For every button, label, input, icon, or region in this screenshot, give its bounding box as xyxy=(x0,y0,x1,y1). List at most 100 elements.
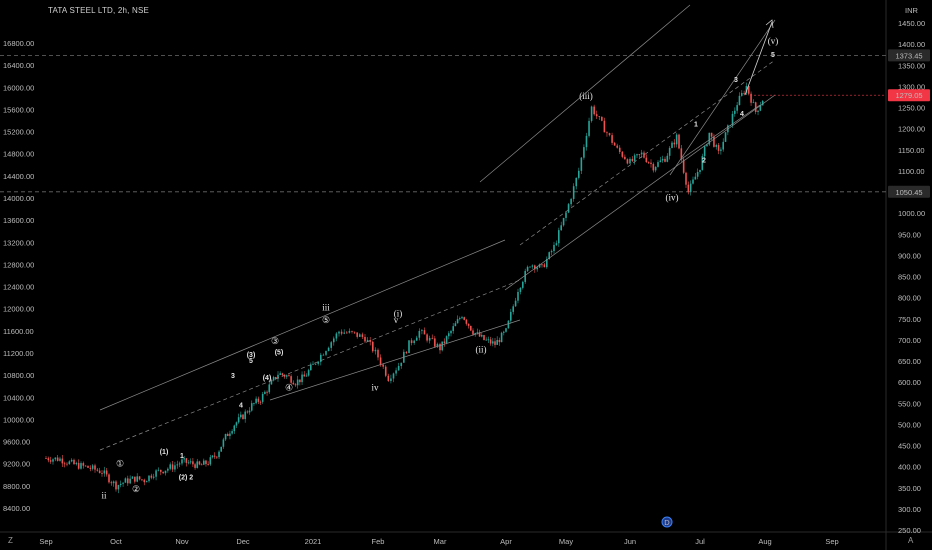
right-axis-label: 1150.00 xyxy=(898,146,925,155)
candle-down xyxy=(543,264,546,268)
candle-up xyxy=(52,459,54,462)
price-badge xyxy=(888,49,930,62)
candle-up xyxy=(296,379,299,386)
candle-down xyxy=(283,375,286,377)
candle-down xyxy=(687,184,690,193)
wave-label: 4 xyxy=(740,111,744,118)
candle-up xyxy=(317,361,319,364)
candle-up xyxy=(264,391,266,395)
right-axis-label: 1250.00 xyxy=(898,104,925,113)
wave-label: 5 xyxy=(771,52,775,59)
candle-down xyxy=(685,172,687,185)
left-axis-label: 16800.00 xyxy=(3,39,34,48)
candle-down xyxy=(134,476,136,482)
left-axis-label: 12400.00 xyxy=(3,283,34,292)
candle-up xyxy=(734,110,736,114)
left-axis-label: 11200.00 xyxy=(3,349,34,358)
candle-down xyxy=(673,142,676,145)
candle-up xyxy=(531,265,534,267)
candle-up xyxy=(706,144,708,147)
time-axis-label: Apr xyxy=(500,537,512,546)
left-axis-label: 8800.00 xyxy=(3,482,30,491)
left-axis-label: 11600.00 xyxy=(3,327,34,336)
candle-up xyxy=(738,95,741,106)
candle-down xyxy=(498,340,501,343)
time-axis-label: 2021 xyxy=(305,537,322,546)
candle-down xyxy=(171,464,174,470)
candle-up xyxy=(181,459,183,464)
candle-up xyxy=(209,457,212,465)
candle-down xyxy=(713,136,715,147)
candle-down xyxy=(613,142,616,146)
candle-up xyxy=(164,470,167,474)
candle-up xyxy=(80,463,82,469)
candle-up xyxy=(112,481,115,484)
candle-up xyxy=(558,230,560,244)
candle-down xyxy=(478,332,481,337)
wave-label: (v) xyxy=(768,36,779,46)
candle-down xyxy=(611,135,613,143)
candle-up xyxy=(575,177,578,187)
candle-up xyxy=(220,446,223,452)
candle-down xyxy=(643,152,645,158)
candle-up xyxy=(70,459,73,462)
time-axis-label: Mar xyxy=(434,537,447,546)
timezone-toggle-button[interactable]: Z xyxy=(8,536,13,545)
candle-up xyxy=(761,100,764,106)
candle-down xyxy=(405,351,408,354)
candle-up xyxy=(636,154,638,156)
right-axis-label: 950.00 xyxy=(898,230,921,239)
candle-down xyxy=(198,461,201,465)
candle-up xyxy=(233,425,236,432)
candle-down xyxy=(382,364,384,367)
right-axis-label: 1450.00 xyxy=(898,19,925,28)
candle-down xyxy=(257,398,260,402)
candle-up xyxy=(441,341,443,351)
candle-up xyxy=(240,414,242,418)
candle-up xyxy=(529,266,531,268)
candle-up xyxy=(715,145,718,147)
candle-up xyxy=(461,317,463,319)
candle-up xyxy=(131,476,134,479)
candle-up xyxy=(703,146,706,157)
candle-up xyxy=(178,463,181,465)
price-badge-label: 1050.45 xyxy=(895,188,922,197)
wave-label: (i) xyxy=(394,309,403,319)
left-axis-label: 10000.00 xyxy=(3,415,34,424)
right-axis-label: 800.00 xyxy=(898,294,921,303)
right-axis-label: 1100.00 xyxy=(898,167,925,176)
candle-up xyxy=(312,363,314,365)
right-axis-label: 600.00 xyxy=(898,378,921,387)
candle-up xyxy=(522,281,524,288)
candle-up xyxy=(740,92,743,96)
candle-up xyxy=(538,264,541,268)
candle-up xyxy=(413,340,415,344)
candle-up xyxy=(330,342,332,348)
candle-up xyxy=(176,464,179,466)
candle-up xyxy=(572,186,575,199)
candle-up xyxy=(189,461,192,463)
candle-down xyxy=(82,463,85,466)
candle-up xyxy=(759,105,762,111)
right-axis-label: 350.00 xyxy=(898,484,921,493)
right-axis-label: 1200.00 xyxy=(898,125,925,134)
auto-scale-button[interactable]: A xyxy=(908,536,914,545)
candle-down xyxy=(372,341,374,352)
left-axis-label: 9600.00 xyxy=(3,438,30,447)
candle-up xyxy=(507,320,510,329)
left-axis-label: 9200.00 xyxy=(3,460,30,469)
candle-down xyxy=(603,120,606,133)
left-axis-label: 12800.00 xyxy=(3,260,34,269)
candle-up xyxy=(459,318,461,320)
candle-down xyxy=(541,264,543,266)
candle-down xyxy=(98,470,101,473)
candle-down xyxy=(159,469,162,472)
candle-up xyxy=(183,458,185,460)
candle-down xyxy=(96,469,99,471)
time-axis-label: Oct xyxy=(110,537,123,546)
candle-up xyxy=(395,370,397,374)
candle-down xyxy=(226,434,229,436)
right-axis-label: 650.00 xyxy=(898,357,921,366)
candle-up xyxy=(103,470,106,474)
